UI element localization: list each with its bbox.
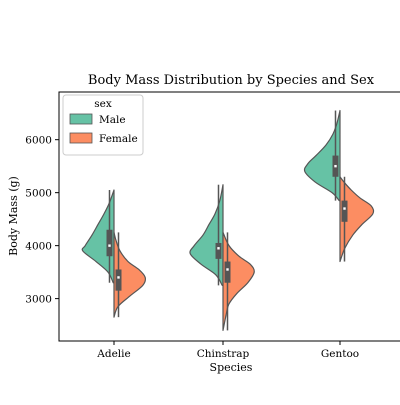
legend-title: sex	[94, 98, 112, 110]
y-axis: 3000 4000 5000 6000	[25, 135, 59, 306]
median-female-chinstrap	[226, 268, 229, 271]
legend-swatch-male	[69, 113, 93, 125]
violin-male-adelie	[81, 189, 115, 284]
x-axis: Adelie Chinstrap Gentoo	[96, 341, 359, 360]
violins-group	[81, 109, 375, 332]
violin-female-adelie	[113, 231, 147, 318]
x-tick-label: Chinstrap	[197, 348, 250, 360]
box-male-adelie	[106, 229, 113, 257]
legend-label-male: Male	[99, 114, 126, 126]
box-female-adelie	[115, 269, 122, 291]
box-female-gentoo	[341, 200, 348, 222]
chart-title: Body Mass Distribution by Species and Se…	[88, 73, 375, 88]
x-axis-label: Species	[210, 361, 253, 374]
median-female-gentoo	[343, 207, 346, 210]
median-male-gentoo	[334, 164, 337, 168]
legend-swatch-female	[69, 132, 93, 144]
median-male-chinstrap	[217, 247, 220, 250]
median-male-adelie	[108, 244, 111, 247]
legend[interactable]: sex Male Female	[62, 94, 144, 156]
y-tick-label: 4000	[25, 241, 52, 253]
y-tick-label: 6000	[25, 135, 52, 147]
legend-label-female: Female	[99, 133, 138, 145]
box-male-chinstrap	[215, 242, 222, 259]
y-tick-label: 3000	[25, 294, 52, 306]
x-tick-label: Gentoo	[321, 348, 359, 360]
y-tick-label: 5000	[25, 188, 52, 200]
median-female-adelie	[117, 276, 120, 279]
y-axis-label: Body Mass (g)	[7, 176, 20, 256]
x-tick-label: Adelie	[96, 348, 130, 360]
box-female-chinstrap	[224, 261, 231, 283]
violin-female-gentoo	[339, 176, 375, 263]
axes-frame	[58, 91, 400, 342]
